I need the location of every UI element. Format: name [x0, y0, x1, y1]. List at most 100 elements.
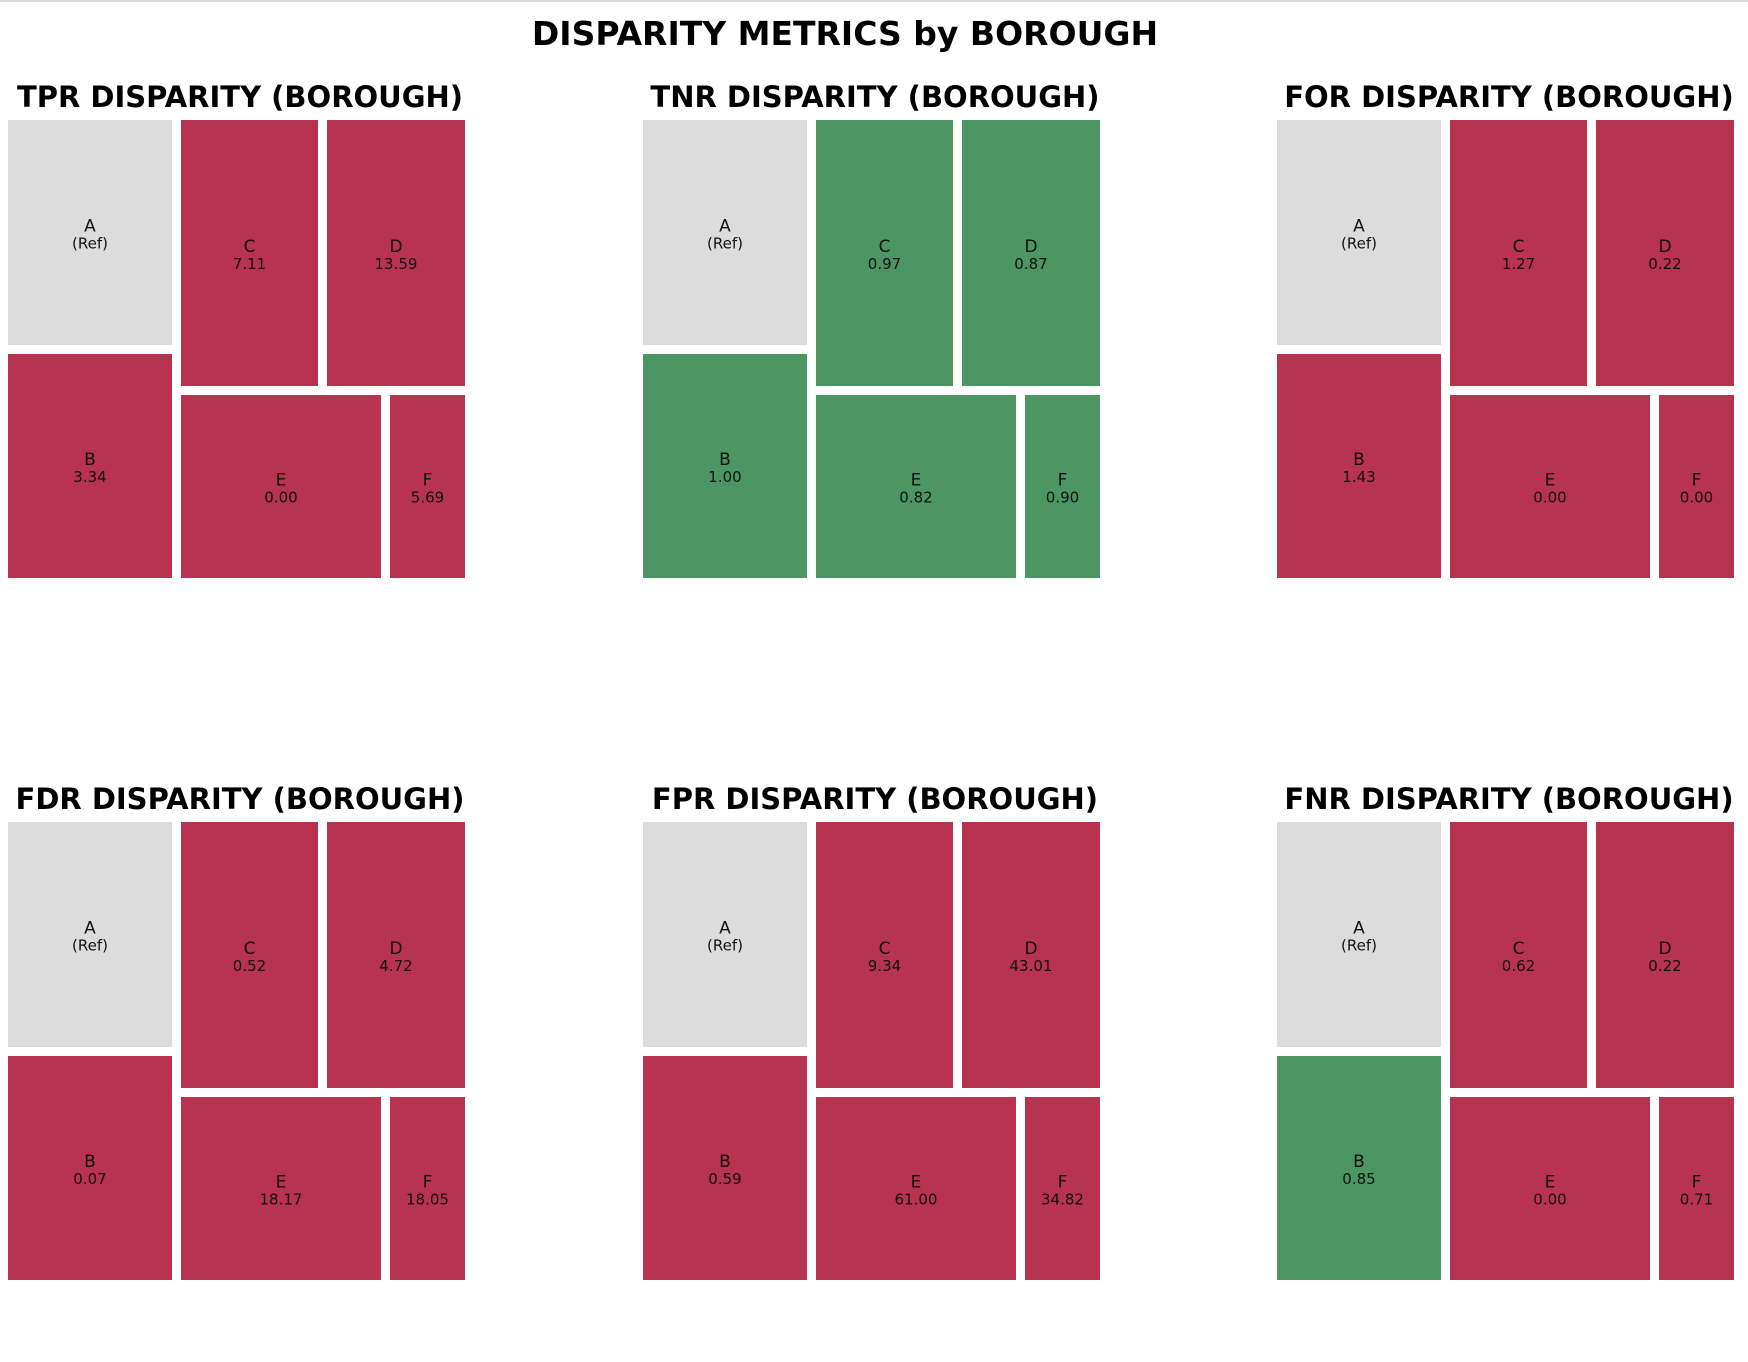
tile-rect: [816, 120, 953, 386]
panel-title: FOR DISPARITY (BOROUGH): [1284, 80, 1734, 114]
tile-f: F34.82: [1025, 1097, 1100, 1280]
tile-rect: [643, 822, 807, 1047]
tile-a: A(Ref): [8, 822, 172, 1047]
panel-tnr: TNR DISPARITY (BOROUGH) A (Ref) B 1.00 C 0.97…: [635, 80, 1195, 660]
tile-rect: [962, 822, 1100, 1088]
tile-value: 1.27: [1502, 255, 1535, 273]
tile-value: 18.17: [260, 1191, 303, 1209]
tile-value: 0.00: [264, 489, 297, 507]
tile-value: 0.00: [1533, 1191, 1566, 1209]
tile-value: (Ref): [707, 235, 743, 253]
tile-a: A(Ref): [643, 120, 807, 345]
tile-label: A: [719, 217, 731, 237]
tile-label: D: [1658, 939, 1671, 959]
tile-f: F18.05: [390, 1097, 465, 1280]
tile-rect: [8, 1056, 172, 1280]
tile-e: E0.00: [1450, 1097, 1650, 1280]
tile-rect: [643, 354, 807, 578]
tile-value: 61.00: [895, 1191, 938, 1209]
tile-label: B: [1353, 450, 1365, 470]
tile-rect: [181, 822, 318, 1088]
tile-rect: [643, 120, 807, 345]
tile-label: A: [719, 919, 731, 939]
tile-value: 0.62: [1502, 957, 1535, 975]
tile-a: A(Ref): [8, 120, 172, 345]
tile-value: (Ref): [1341, 235, 1377, 253]
tile-label: C: [879, 939, 891, 959]
tile-label: E: [276, 1173, 287, 1193]
tile-rect: [390, 1097, 465, 1280]
tile-e: E0.82: [816, 395, 1016, 578]
tile-rect: [643, 1056, 807, 1280]
tile-rect: [1450, 395, 1650, 578]
tile-rect: [390, 395, 465, 578]
tile-value: 1.43: [1342, 468, 1375, 486]
tile-d: D13.59: [327, 120, 465, 386]
tile-a: A(Ref): [643, 822, 807, 1047]
panel-title: FDR DISPARITY (BOROUGH): [15, 782, 465, 816]
tile-label: B: [719, 1152, 731, 1172]
tile-f: F0.00: [1659, 395, 1734, 578]
tile-f: F5.69: [390, 395, 465, 578]
tile-rect: [1659, 1097, 1734, 1280]
tile-label: D: [389, 237, 402, 257]
tile-value: 0.52: [233, 957, 266, 975]
top-border: [0, 0, 1748, 2]
panel-fpr: FPR DISPARITY (BOROUGH) A (Ref) B 0.59 C 9.34…: [635, 782, 1195, 1362]
tile-c: C9.34: [816, 822, 953, 1088]
tile-label: A: [1353, 217, 1365, 237]
tile-value: 34.82: [1041, 1191, 1084, 1209]
tile-value: 7.11: [233, 255, 266, 273]
tile-rect: [8, 120, 172, 345]
tile-rect: [1596, 120, 1734, 386]
tile-label: C: [879, 237, 891, 257]
tile-label: F: [1058, 471, 1068, 491]
tile-label: F: [1058, 1173, 1068, 1193]
tile-label: A: [84, 217, 96, 237]
tile-rect: [1277, 354, 1441, 578]
tile-value: 0.00: [1680, 489, 1713, 507]
tile-label: E: [276, 471, 287, 491]
tile-rect: [1450, 1097, 1650, 1280]
tile-label: E: [1545, 1173, 1556, 1193]
panel-title: TNR DISPARITY (BOROUGH): [650, 80, 1100, 114]
figure-title: DISPARITY METRICS by BOROUGH: [531, 14, 1159, 53]
tile-rect: [1277, 120, 1441, 345]
tile-b: B0.07: [8, 1056, 172, 1280]
tile-value: 0.59: [708, 1170, 741, 1188]
tile-e: E61.00: [816, 1097, 1016, 1280]
tile-value: 5.69: [411, 489, 444, 507]
tile-value: 1.00: [708, 468, 741, 486]
tile-value: (Ref): [72, 937, 108, 955]
tile-value: 0.82: [899, 489, 932, 507]
tile-label: F: [423, 471, 433, 491]
tile-b: B1.00: [643, 354, 807, 578]
tile-rect: [816, 822, 953, 1088]
tile-rect: [327, 822, 465, 1088]
tile-label: B: [84, 1152, 96, 1172]
tile-label: F: [423, 1173, 433, 1193]
tile-value: (Ref): [72, 235, 108, 253]
tile-rect: [8, 354, 172, 578]
tile-label: B: [84, 450, 96, 470]
tile-b: B0.59: [643, 1056, 807, 1280]
tile-d: D0.22: [1596, 120, 1734, 386]
tile-rect: [8, 822, 172, 1047]
tile-label: F: [1692, 1173, 1702, 1193]
tile-d: D0.87: [962, 120, 1100, 386]
tile-label: E: [911, 1173, 922, 1193]
tile-c: C0.62: [1450, 822, 1587, 1088]
tile-a: A(Ref): [1277, 120, 1441, 345]
panel-fnr: FNR DISPARITY (BOROUGH) A (Ref) B 0.85 C 0.62…: [1269, 782, 1748, 1362]
tile-value: 0.22: [1648, 957, 1681, 975]
tile-f: F0.71: [1659, 1097, 1734, 1280]
panel-for: FOR DISPARITY (BOROUGH) A (Ref) B 1.43 C 1.27…: [1269, 80, 1748, 660]
panel-title: FPR DISPARITY (BOROUGH): [651, 782, 1099, 816]
tile-e: E0.00: [181, 395, 381, 578]
tile-rect: [181, 395, 381, 578]
tile-label: B: [719, 450, 731, 470]
